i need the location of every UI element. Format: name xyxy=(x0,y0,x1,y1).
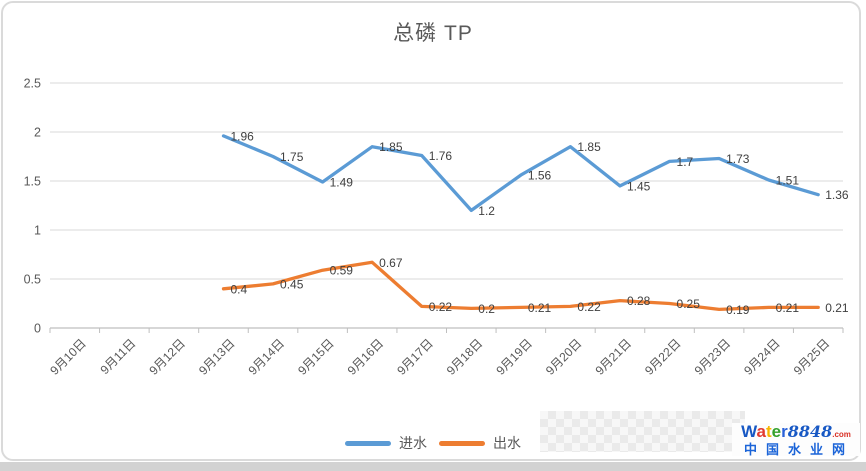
water8848-brand-number: 8848 xyxy=(787,422,833,441)
effluent-data-label: 0.45 xyxy=(280,277,304,291)
x-tick-label: 9月14日 xyxy=(246,336,288,378)
influent-data-label: 1.45 xyxy=(627,179,651,193)
legend-item-effluent: 出水 xyxy=(439,433,521,453)
effluent-data-label: 0.67 xyxy=(379,256,403,270)
brand-letter: r xyxy=(781,422,788,441)
x-tick-label: 9月18日 xyxy=(444,336,486,378)
water8848-subtitle: 中国水业网 xyxy=(743,441,854,457)
water8848-watermark: Water8848.com 中国水业网 xyxy=(732,423,860,457)
x-tick-label: 9月16日 xyxy=(345,336,387,378)
legend-label-effluent: 出水 xyxy=(493,435,521,451)
y-tick-label: 2 xyxy=(34,126,41,140)
y-tick-label: 2.5 xyxy=(24,77,41,91)
influent-data-label: 1.56 xyxy=(528,169,552,183)
effluent-data-label: 0.22 xyxy=(577,300,601,314)
influent-data-label: 1.73 xyxy=(726,152,750,166)
effluent-data-label: 0.21 xyxy=(528,301,552,315)
influent-data-label: 1.85 xyxy=(577,140,601,154)
x-tick-label: 9月11日 xyxy=(98,336,139,377)
brand-letter: W xyxy=(741,422,757,441)
brand-letter: t xyxy=(765,422,772,441)
water8848-logo-text: Water8848.com xyxy=(732,423,860,441)
effluent-data-label: 0.4 xyxy=(230,282,247,296)
effluent-data-label: 0.19 xyxy=(726,303,750,317)
influent-data-label: 1.96 xyxy=(230,129,254,143)
influent-data-label: 1.36 xyxy=(825,188,849,202)
influent-data-label: 1.76 xyxy=(429,149,453,163)
legend-item-influent: 进水 xyxy=(345,433,427,453)
chart-frame xyxy=(1,1,861,461)
legend: 进水 出水 xyxy=(0,433,866,453)
effluent-data-label: 0.22 xyxy=(429,300,453,314)
y-tick-label: 0.5 xyxy=(24,273,41,287)
effluent-data-label: 0.59 xyxy=(330,264,354,278)
brand-letter: e xyxy=(771,422,782,441)
influent-data-label: 1.75 xyxy=(280,150,304,164)
page-bottom-edge xyxy=(0,462,866,471)
x-tick-label: 9月12日 xyxy=(147,336,189,378)
effluent-data-label: 0.21 xyxy=(776,301,800,315)
y-tick-label: 1 xyxy=(34,224,41,238)
effluent-legend-line-icon xyxy=(439,440,485,446)
x-tick-label: 9月19日 xyxy=(493,336,535,378)
x-tick-label: 9月24日 xyxy=(741,336,783,378)
legend-label-influent: 进水 xyxy=(399,435,427,451)
chart-title: 总磷 TP xyxy=(393,22,473,45)
influent-data-label: 1.49 xyxy=(330,175,354,189)
x-tick-label: 9月22日 xyxy=(642,336,684,378)
x-tick-label: 9月17日 xyxy=(394,336,436,378)
influent-data-label: 1.2 xyxy=(478,204,495,218)
water8848-brand-letters: Water xyxy=(741,422,788,441)
influent-data-label: 1.7 xyxy=(677,155,694,169)
x-tick-label: 9月25日 xyxy=(791,336,833,378)
x-tick-label: 9月10日 xyxy=(47,336,89,378)
influent-data-label: 1.85 xyxy=(379,140,403,154)
effluent-data-label: 0.25 xyxy=(677,297,701,311)
influent-line xyxy=(221,134,820,213)
effluent-data-label: 0.2 xyxy=(478,302,495,316)
y-tick-label: 1.5 xyxy=(24,175,41,189)
x-tick-label: 9月13日 xyxy=(196,336,238,378)
influent-data-label: 1.51 xyxy=(776,174,800,188)
water8848-brand-tld: .com xyxy=(832,430,851,439)
effluent-data-label: 0.28 xyxy=(627,294,651,308)
influent-legend-line-icon xyxy=(345,440,391,446)
y-tick-label: 0 xyxy=(34,322,41,336)
effluent-line xyxy=(221,260,820,312)
x-tick-label: 9月20日 xyxy=(543,336,585,378)
x-tick-label: 9月21日 xyxy=(593,336,635,378)
effluent-data-label: 0.21 xyxy=(825,301,849,315)
blurred-watermark-block xyxy=(540,411,745,452)
brand-letter: a xyxy=(756,422,766,441)
x-tick-label: 9月15日 xyxy=(295,336,337,378)
x-tick-label: 9月23日 xyxy=(692,336,734,378)
